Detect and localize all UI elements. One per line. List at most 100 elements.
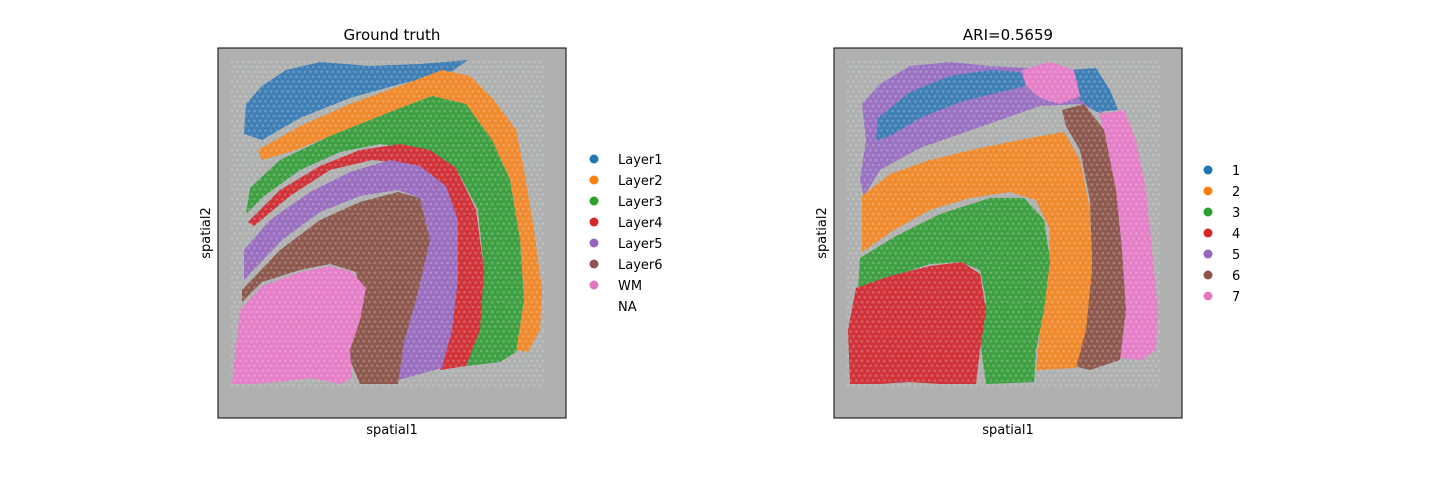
spot [1011, 75, 1015, 78]
spot [353, 315, 357, 319]
spot [493, 295, 497, 299]
spot [1101, 144, 1105, 147]
spot [855, 65, 858, 69]
spot [401, 65, 405, 69]
spot [233, 359, 237, 363]
spot [460, 354, 463, 358]
spot [1112, 153, 1116, 157]
spot [387, 335, 391, 338]
spot [463, 163, 466, 167]
spot [261, 134, 265, 137]
spot [519, 251, 522, 255]
spot [297, 197, 301, 201]
spot [502, 369, 505, 373]
spot [911, 85, 914, 88]
spot [311, 349, 315, 353]
spot [939, 134, 942, 137]
spot [485, 134, 489, 137]
spot [351, 310, 354, 314]
spot [253, 217, 256, 221]
spot [323, 232, 326, 235]
spot [373, 114, 377, 118]
spot [269, 129, 273, 132]
spot [1048, 60, 1051, 64]
spot [446, 251, 449, 255]
spot [449, 148, 452, 152]
spot [1051, 65, 1054, 69]
spot [432, 305, 435, 309]
spot [535, 349, 539, 353]
spot [527, 286, 531, 289]
spot [916, 153, 920, 157]
spot [1067, 104, 1071, 108]
spot [916, 104, 920, 108]
spot [533, 90, 536, 93]
spot [379, 163, 382, 167]
spot [541, 242, 545, 245]
spot [1025, 60, 1029, 64]
spot [337, 237, 340, 240]
spot [1009, 60, 1012, 64]
spot [1112, 134, 1116, 137]
spot [384, 95, 388, 98]
spot [267, 359, 270, 363]
spot [306, 379, 309, 382]
spot [241, 109, 245, 113]
spot [373, 65, 377, 69]
spot [922, 65, 925, 69]
spot [479, 153, 483, 157]
spot [880, 139, 883, 142]
spot [339, 291, 343, 294]
spot [286, 364, 290, 368]
spot [390, 153, 393, 157]
spot [337, 60, 340, 64]
spot [328, 320, 332, 324]
spot [524, 349, 528, 353]
spot [505, 227, 508, 230]
spot [443, 158, 447, 162]
spot [1006, 124, 1009, 127]
spot [521, 217, 525, 221]
spot [309, 99, 312, 103]
spot [423, 144, 427, 147]
spot [241, 364, 245, 368]
spot [286, 129, 290, 132]
spot [267, 232, 270, 235]
spot [370, 80, 374, 83]
spot [1065, 129, 1068, 132]
spot [351, 153, 354, 157]
spot [429, 75, 433, 78]
spot [275, 129, 279, 132]
spot [241, 384, 245, 387]
spot [289, 300, 293, 304]
spot [479, 320, 483, 324]
spot [499, 197, 503, 201]
spot [393, 207, 396, 211]
spot [913, 90, 917, 93]
spot [1020, 129, 1023, 132]
spot [297, 217, 301, 221]
spot [421, 295, 424, 299]
spot [289, 153, 293, 157]
spot [306, 359, 309, 363]
spot [278, 340, 281, 343]
spot [258, 99, 262, 103]
spot [1059, 158, 1063, 162]
spot [530, 291, 533, 294]
spot [311, 183, 315, 186]
spot [423, 222, 427, 225]
spot [250, 193, 253, 196]
spot [1045, 134, 1049, 137]
spot [1137, 90, 1141, 93]
spot [412, 281, 416, 284]
spot [244, 85, 248, 88]
spot [258, 315, 262, 319]
spot [463, 104, 466, 108]
spot [387, 129, 391, 132]
spot [253, 207, 256, 211]
spot [479, 134, 483, 137]
spot [415, 227, 419, 230]
spot [395, 261, 399, 265]
spot [1034, 95, 1037, 98]
spot [258, 276, 262, 279]
